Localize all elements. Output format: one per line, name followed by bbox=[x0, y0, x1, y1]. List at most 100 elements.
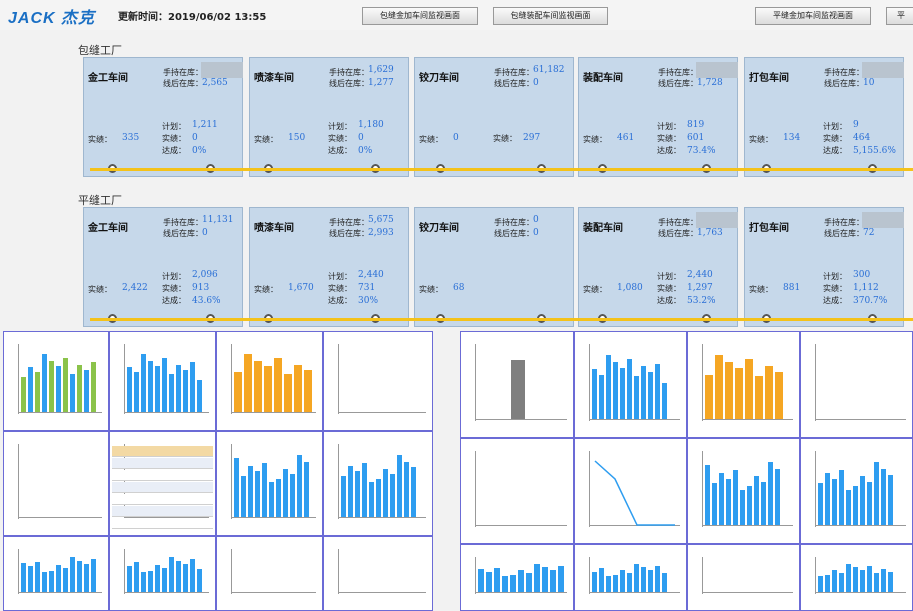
nav-button-more[interactable]: 平 bbox=[886, 7, 913, 25]
chart-bar bbox=[846, 490, 851, 525]
nav-button-overlock-assembly[interactable]: 包缝装配车间监视画面 bbox=[493, 7, 608, 25]
chart-bar bbox=[127, 367, 132, 412]
plan-value: 9 bbox=[853, 120, 859, 130]
real-value: 0 bbox=[358, 133, 364, 143]
chart-thumbnail[interactable] bbox=[574, 438, 687, 544]
after-stock-label: 线后在库： bbox=[329, 229, 369, 238]
chart-thumbnail[interactable] bbox=[3, 536, 109, 611]
chart-thumbnail[interactable] bbox=[687, 544, 800, 611]
chart-bar bbox=[234, 458, 239, 517]
x-axis-line bbox=[338, 592, 426, 593]
chart-thumbnail[interactable] bbox=[323, 431, 433, 536]
chart-thumbnail[interactable] bbox=[460, 438, 574, 544]
after-stock-value: 0 bbox=[533, 228, 539, 238]
hand-stock-value: 61,182 bbox=[533, 65, 565, 75]
x-axis-line bbox=[815, 592, 906, 593]
chart-thumbnail[interactable] bbox=[216, 536, 323, 611]
chart-thumbnail[interactable] bbox=[687, 438, 800, 544]
chart-thumbnail[interactable] bbox=[323, 536, 433, 611]
y-axis-line bbox=[589, 557, 590, 594]
chart-bar bbox=[853, 486, 858, 525]
after-stock-value: 1,763 bbox=[697, 228, 723, 238]
x-axis-line bbox=[589, 592, 680, 593]
chart-thumbnail[interactable] bbox=[800, 438, 913, 544]
y-axis-line bbox=[338, 344, 339, 414]
rate-value: 0% bbox=[358, 146, 373, 156]
chart-bar bbox=[134, 562, 139, 592]
x-axis-line bbox=[231, 592, 316, 593]
after-stock-label: 线后在库： bbox=[163, 79, 203, 88]
chart-bar bbox=[284, 374, 292, 412]
workshop-card-reamer[interactable]: 铰刀车间 手持在库： 61,182 线后在库： 0 实绩： 0 实绩： 297 bbox=[414, 57, 574, 177]
chart-thumbnail[interactable] bbox=[460, 331, 574, 438]
chart-bar bbox=[733, 470, 738, 525]
chart-bar bbox=[411, 467, 416, 517]
chart-bar bbox=[592, 369, 597, 419]
chart-thumbnail[interactable] bbox=[800, 331, 913, 438]
chart-thumbnail[interactable] bbox=[574, 544, 687, 611]
chart-bar bbox=[155, 366, 160, 412]
chart-thumbnail[interactable] bbox=[216, 331, 323, 431]
workshop-card-painting[interactable]: 喷漆车间 手持在库： 5,675 线后在库： 2,993 实绩： 1,670 计划： 2,440… bbox=[249, 207, 409, 327]
chart-thumbnail[interactable] bbox=[216, 431, 323, 536]
workshop-card-painting[interactable]: 喷漆车间 手持在库： 1,629 线后在库： 1,277 实绩： 150 计划： 1,180 实绩… bbox=[249, 57, 409, 177]
actual-label: 实绩： bbox=[749, 135, 773, 144]
workshop-card-assembly[interactable]: 装配车间 手持在库： 线后在库： 1,763 实绩： 1,080 计划： 2,440 实绩： 1,… bbox=[578, 207, 738, 327]
nav-button-lockstitch-machining[interactable]: 平缝金加车间监视画面 bbox=[755, 7, 871, 25]
chart-thumbnail[interactable] bbox=[3, 431, 109, 536]
workshop-card-packing[interactable]: 打包车间 手持在库： 线后在库： 72 实绩： 881 计划： 300 实绩： 1,112 达成： 3… bbox=[744, 207, 904, 327]
chart-thumbnail[interactable] bbox=[687, 331, 800, 438]
chart-bar bbox=[662, 383, 667, 419]
chart-bar bbox=[867, 566, 872, 592]
chart-bar bbox=[134, 372, 139, 412]
workshop-card-machining[interactable]: 金工车间 手持在库： 线后在库： 2,565 实绩： 335 计划： 1,211 实绩： 0 达成：… bbox=[83, 57, 243, 177]
workshop-name: 铰刀车间 bbox=[419, 223, 459, 234]
workshop-card-reamer[interactable]: 铰刀车间 手持在库： 0 线后在库： 0 实绩： 68 bbox=[414, 207, 574, 327]
hidden-value-mask bbox=[696, 212, 738, 228]
hidden-value-mask bbox=[862, 212, 904, 228]
x-axis-line bbox=[231, 412, 316, 413]
chart-thumbnail[interactable] bbox=[574, 331, 687, 438]
y-axis-line bbox=[702, 344, 703, 421]
chart-bar bbox=[839, 470, 844, 525]
workshop-card-packing[interactable]: 打包车间 手持在库： 线后在库： 10 实绩： 134 计划： 9 实绩： 464 达成： 5,155… bbox=[744, 57, 904, 177]
chart-thumbnail[interactable] bbox=[109, 536, 216, 611]
chart-thumbnail[interactable] bbox=[109, 331, 216, 431]
chart-thumbnail[interactable] bbox=[323, 331, 433, 431]
chart-bar bbox=[825, 575, 830, 592]
chart-bar bbox=[276, 479, 281, 517]
chart-bar bbox=[510, 575, 516, 592]
real-label: 实绩： bbox=[493, 134, 517, 143]
plan-value: 2,440 bbox=[358, 270, 384, 280]
chart-bar bbox=[832, 479, 837, 525]
chart-bar bbox=[169, 374, 174, 412]
chart-thumbnail[interactable] bbox=[3, 331, 109, 431]
real-value: 601 bbox=[687, 133, 705, 143]
after-stock-label: 线后在库： bbox=[824, 79, 864, 88]
workshop-card-machining[interactable]: 金工车间 手持在库： 11,131 线后在库： 0 实绩： 2,422 计划： 2,096 实绩：… bbox=[83, 207, 243, 327]
plan-label: 计划： bbox=[328, 122, 352, 131]
hand-stock-value: 11,131 bbox=[202, 215, 234, 225]
nav-button-overlock-machining[interactable]: 包缝金加车间监视画面 bbox=[362, 7, 478, 25]
chart-bar bbox=[888, 572, 893, 592]
rate-value: 5,155.6% bbox=[853, 146, 896, 156]
chart-bar bbox=[141, 572, 146, 592]
chart-bar bbox=[719, 473, 724, 525]
chart-bar bbox=[262, 463, 267, 517]
plan-value: 1,180 bbox=[358, 120, 384, 130]
actual-value: 335 bbox=[122, 133, 140, 143]
chart-bar bbox=[91, 559, 96, 592]
workshop-card-assembly[interactable]: 装配车间 手持在库： 线后在库： 1,728 实绩： 461 计划： 819 实绩： 601 达成：… bbox=[578, 57, 738, 177]
chart-bar bbox=[28, 367, 33, 412]
plan-label: 计划： bbox=[823, 272, 847, 281]
chart-bar bbox=[70, 557, 75, 592]
chart-thumbnail[interactable] bbox=[800, 544, 913, 611]
real-label: 实绩： bbox=[162, 284, 186, 293]
actual-value: 68 bbox=[453, 283, 465, 293]
after-stock-label: 线后在库： bbox=[329, 79, 369, 88]
chart-bar bbox=[148, 571, 153, 592]
x-axis-line bbox=[815, 525, 906, 526]
chart-thumbnail[interactable] bbox=[460, 544, 574, 611]
chart-bar bbox=[620, 368, 625, 419]
chart-thumbnail[interactable] bbox=[109, 431, 216, 536]
